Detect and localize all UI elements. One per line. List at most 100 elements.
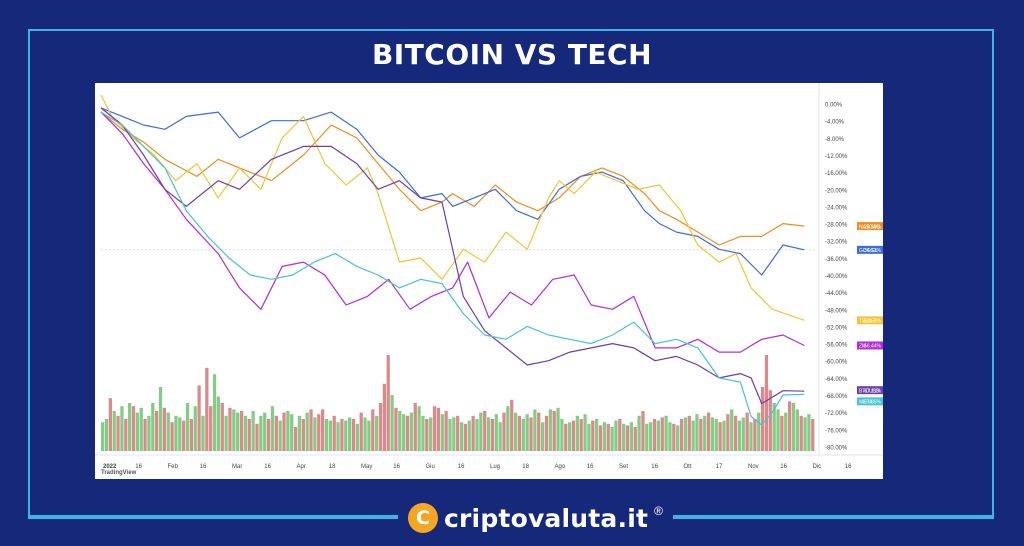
volume-bar: [679, 419, 684, 451]
brand-logo[interactable]: C criptovaluta.it ®: [398, 500, 673, 536]
volume-bar: [286, 411, 290, 451]
volume-bar: [660, 417, 664, 451]
volume-bar: [645, 423, 649, 451]
series-name: TSLA: [859, 319, 872, 325]
volume-bar: [158, 387, 163, 451]
y-tick-label: -72.00%: [825, 411, 848, 417]
volume-bar: [128, 403, 132, 451]
volume-bar: [637, 415, 641, 451]
volume-bar: [228, 407, 232, 451]
volume-bar: [266, 419, 271, 451]
y-tick-label: -28.00%: [825, 223, 848, 229]
volume-bar: [108, 398, 112, 451]
volume-bar: [301, 419, 305, 451]
volume-bar: [413, 403, 417, 451]
x-tick-label: Ott: [684, 464, 692, 470]
volume-bar: [510, 399, 514, 451]
volume-bar: [398, 411, 402, 451]
volume-bar: [436, 407, 441, 451]
volume-bar: [124, 419, 128, 451]
volume-bar: [197, 385, 201, 451]
volume-bar: [606, 423, 610, 451]
volume-bar: [706, 412, 711, 451]
volume-bar: [432, 406, 437, 451]
volume-bar: [182, 420, 186, 451]
x-tick-label: 18: [329, 464, 336, 470]
volume-bar: [483, 411, 487, 451]
volume-bar: [591, 420, 595, 451]
series-end-label: TSLA-50.58%: [857, 316, 883, 325]
volume-bar: [479, 412, 483, 451]
y-tick-label: -4.00%: [825, 120, 845, 126]
x-tick-label: 16: [845, 464, 852, 470]
series-line-nasdaq: [100, 111, 805, 246]
volume-bar: [340, 419, 344, 451]
volume-bar: [772, 403, 776, 451]
y-tick-label: -24.00%: [825, 205, 848, 211]
volume-bar: [155, 411, 159, 451]
x-tick-label: Feb: [168, 464, 179, 470]
volume-bar: [737, 420, 742, 451]
volume-bar: [205, 367, 209, 451]
volume-bar: [467, 420, 471, 451]
volume-bar: [726, 414, 730, 451]
x-tick-label: Giu: [426, 464, 435, 470]
volume-bar: [733, 415, 738, 451]
volume-bar: [375, 415, 379, 451]
volume-bar: [649, 422, 653, 451]
volume-bar: [405, 415, 410, 451]
series-name-box: [857, 397, 883, 406]
volume-bar: [351, 419, 356, 451]
volume-bar: [757, 412, 761, 451]
volume-bar: [703, 415, 707, 451]
volume-bar: [402, 414, 406, 451]
volume-bar: [216, 396, 221, 451]
volume-bar: [768, 390, 772, 451]
chart-panel: 0.00% -4.00% -8.00% -12.00% -16.00% -20.00% -2…: [95, 83, 883, 479]
volume-bar: [486, 417, 491, 451]
y-tick-label: -8.00%: [825, 137, 845, 143]
series-end-label: BTCUSD-67.11%: [857, 386, 883, 394]
x-tick-label: 17: [716, 464, 723, 470]
volume-bar: [668, 422, 672, 451]
x-tick-label: Nov: [748, 464, 759, 470]
series-line-googl: [100, 107, 805, 276]
volume-bar: [452, 417, 456, 451]
volume-bar: [780, 415, 784, 451]
volume-bar: [664, 415, 668, 451]
volume-bar: [116, 415, 120, 451]
volume-bar: [259, 415, 263, 451]
volume-bar: [147, 415, 151, 451]
volume-bar: [517, 415, 522, 451]
volume-bar: [676, 425, 680, 451]
volume-bar: [610, 427, 614, 451]
volume-bar: [459, 422, 464, 451]
y-tick-label: -44.00%: [825, 291, 848, 297]
volume-bar: [166, 412, 170, 451]
volume-bar: [247, 419, 251, 451]
volume-bar: [513, 412, 518, 451]
volume-bar: [305, 412, 309, 451]
y-tick-label: -20.00%: [825, 188, 848, 194]
volume-bar: [143, 419, 147, 451]
series-name: GOOGL: [859, 248, 878, 254]
volume-bar: [263, 412, 267, 451]
volume-bar: [799, 415, 803, 451]
volume-bar: [556, 407, 560, 451]
x-tick-label: 2022: [103, 464, 117, 470]
x-tick-label: 16: [458, 464, 465, 470]
volume-bar: [718, 422, 722, 451]
x-tick-label: May: [361, 464, 372, 470]
volume-bar: [764, 355, 769, 451]
volume-bar: [243, 415, 248, 451]
y-tick-label: -32.00%: [825, 240, 848, 246]
series-name: META: [859, 400, 873, 406]
y-tick-label: -52.00%: [825, 325, 848, 331]
volume-bar: [463, 423, 468, 451]
x-tick-label: Mar: [232, 464, 242, 470]
volume-bar: [297, 415, 302, 451]
volume-bar: [448, 419, 452, 451]
series-value: -67.11%: [863, 388, 882, 394]
volume-bar: [320, 409, 325, 451]
volume-bar: [282, 412, 286, 451]
